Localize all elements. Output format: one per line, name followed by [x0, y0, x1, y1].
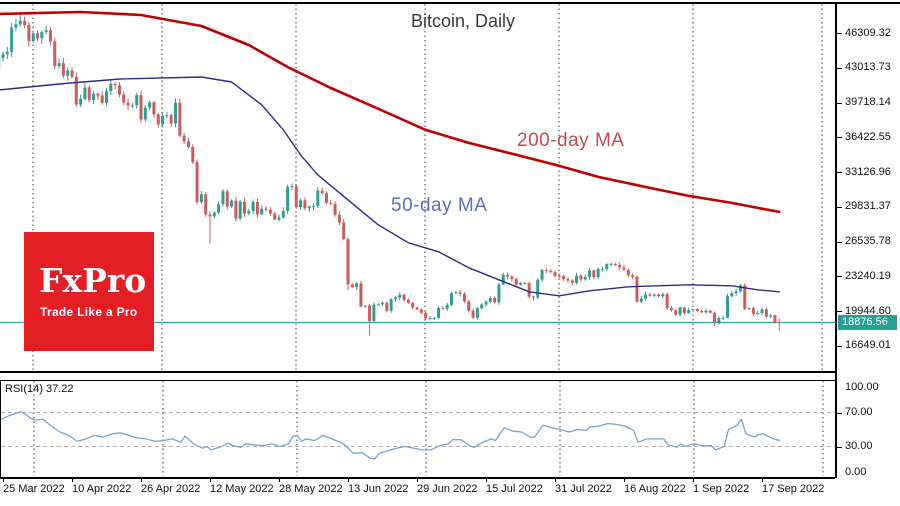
fxpro-logo-tagline: Trade Like a Pro [40, 305, 138, 319]
ma50-line [0, 76, 780, 297]
rsi-tick [836, 446, 842, 448]
price-tick [836, 206, 842, 208]
fxpro-logo: FxPro Trade Like a Pro [24, 232, 154, 351]
chart-top-border [0, 2, 900, 4]
rsi-tick [836, 412, 842, 414]
rsi-plot[interactable] [1, 381, 835, 476]
date-axis-border [0, 477, 836, 478]
price-tick [836, 33, 842, 34]
date-tick [3, 478, 4, 482]
date-tick [348, 478, 349, 482]
rsi-indicator-label: RSI(14) 37.22 [5, 383, 74, 395]
price-tick-label: 36422.55 [845, 130, 891, 143]
price-tick [836, 172, 842, 174]
date-tick-label: 16 Aug 2022 [624, 483, 686, 495]
date-tick [279, 478, 280, 482]
date-tick [693, 478, 694, 482]
price-tick [836, 345, 842, 347]
date-tick-label: 1 Sep 2022 [693, 483, 750, 495]
date-tick [141, 478, 142, 482]
date-tick [624, 478, 625, 482]
date-tick-label: 12 May 2022 [210, 483, 274, 495]
date-tick [210, 478, 211, 482]
price-tick-label: 23240.19 [845, 269, 891, 282]
chart-title: Bitcoin, Daily [410, 11, 516, 31]
price-tick [836, 241, 842, 243]
price-tick [836, 311, 842, 313]
rsi-gridlines [33, 381, 824, 476]
date-tick-label: 15 Jul 2022 [486, 483, 543, 495]
date-tick-label: 29 Jun 2022 [417, 483, 478, 495]
price-tick-label: 26535.78 [845, 235, 891, 248]
date-tick [555, 478, 556, 482]
rsi-panel[interactable] [0, 380, 835, 479]
date-tick-label: 10 Apr 2022 [72, 483, 132, 495]
price-tick-label: 29831.37 [845, 200, 891, 213]
date-tick-label: 13 Jun 2022 [348, 483, 409, 495]
price-tick [836, 67, 842, 69]
fxpro-logo-brand: FxPro [39, 261, 147, 300]
date-tick [417, 478, 418, 482]
date-tick-label: 25 Mar 2022 [3, 483, 65, 495]
price-tick-label: 16649.01 [845, 339, 891, 352]
price-tick-label: 46309.32 [845, 26, 891, 39]
date-tick [762, 478, 763, 482]
rsi-tick-label: 0.00 [845, 465, 867, 478]
rsi-tick-label: 100.00 [845, 380, 879, 393]
main-chart-panel[interactable] [0, 4, 836, 371]
ma200-annotation: 200-day MA [517, 130, 625, 151]
candles-group [0, 13, 781, 336]
panel-splitter[interactable] [0, 371, 836, 373]
current-price-tag: 18876.56 [838, 314, 897, 330]
date-tick-label: 31 Jul 2022 [555, 483, 612, 495]
date-tick [72, 478, 73, 482]
price-tick [836, 137, 842, 139]
price-tick [836, 102, 842, 104]
price-tick-label: 33126.96 [845, 165, 891, 178]
price-tick-label: 19944.60 [845, 304, 891, 317]
date-tick-label: 28 May 2022 [279, 483, 343, 495]
rsi-line [1, 410, 781, 460]
rsi-tick-label: 30.00 [845, 440, 873, 452]
price-axis-separator[interactable] [835, 2, 837, 478]
date-tick [486, 478, 487, 482]
date-tick-label: 26 Apr 2022 [141, 483, 201, 495]
price-tick-label: 43013.73 [845, 61, 891, 74]
price-tick-label: 39718.14 [845, 96, 891, 109]
date-tick-label: 17 Sep 2022 [762, 483, 825, 495]
price-tick [836, 276, 842, 278]
ma50-annotation: 50-day MA [391, 195, 488, 216]
rsi-tick-label: 70.00 [845, 406, 873, 418]
ma200-line [0, 10, 781, 214]
